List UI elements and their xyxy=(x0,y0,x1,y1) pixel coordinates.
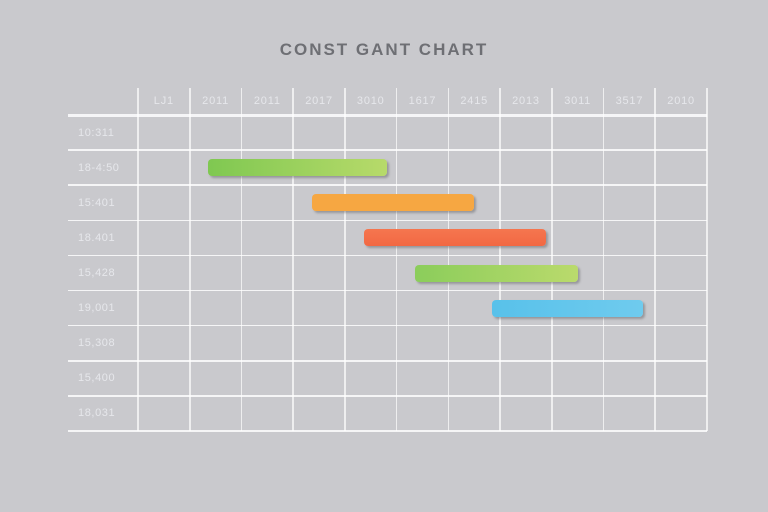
header-separator-line xyxy=(68,114,707,117)
column-header-label: 2017 xyxy=(305,95,333,107)
gantt-bar xyxy=(364,229,547,247)
grid-vline xyxy=(137,88,139,431)
column-header-label: 3517 xyxy=(615,95,644,107)
row-label: 18.401 xyxy=(78,231,116,244)
grid-vline xyxy=(240,88,243,431)
grid-vline xyxy=(602,88,605,431)
column-header-label: 3011 xyxy=(564,95,592,107)
chart-title: CONST GANT CHART xyxy=(279,40,489,59)
grid-hline xyxy=(68,219,707,222)
column-header-label: LJ1 xyxy=(153,95,174,107)
column-header-label: 3010 xyxy=(356,95,385,107)
gantt-bar xyxy=(312,194,475,212)
grid-hline xyxy=(68,149,707,151)
grid-vline xyxy=(706,88,708,431)
grid-hline xyxy=(68,395,707,397)
row-label: 18-4:50 xyxy=(78,161,120,174)
gantt-bar xyxy=(415,264,579,282)
grid-vline xyxy=(654,88,657,431)
column-header-label: 2011 xyxy=(253,95,281,107)
grid-vline xyxy=(447,88,450,431)
grid-hline xyxy=(68,359,707,362)
column-header-label: 2010 xyxy=(667,95,695,107)
grid-vline xyxy=(551,88,553,431)
column-header-label: 2013 xyxy=(512,95,540,107)
grid-hline xyxy=(68,184,707,187)
grid-vline xyxy=(188,88,191,431)
row-label: 10:311 xyxy=(78,126,115,139)
gantt-bar xyxy=(492,299,644,317)
row-label: 15,308 xyxy=(78,337,116,350)
row-label: 19,001 xyxy=(78,302,116,315)
grid-hline xyxy=(68,430,707,432)
grid-vline xyxy=(395,88,398,431)
grid-vline xyxy=(499,88,501,431)
grid-hline xyxy=(68,289,707,292)
gantt-bar xyxy=(207,159,388,177)
row-label: 15,428 xyxy=(78,267,116,279)
grid-vline xyxy=(344,88,346,431)
column-header-label: 1617 xyxy=(408,95,437,107)
row-label: 15,400 xyxy=(78,372,116,385)
column-header-label: 2415 xyxy=(460,95,489,107)
row-label: 15:401 xyxy=(78,196,116,209)
grid-hline xyxy=(68,254,707,257)
column-header-label: 2011 xyxy=(202,95,230,107)
grid-hline xyxy=(68,324,707,327)
row-label: 18,031 xyxy=(78,407,116,420)
grid-vline xyxy=(292,88,294,431)
